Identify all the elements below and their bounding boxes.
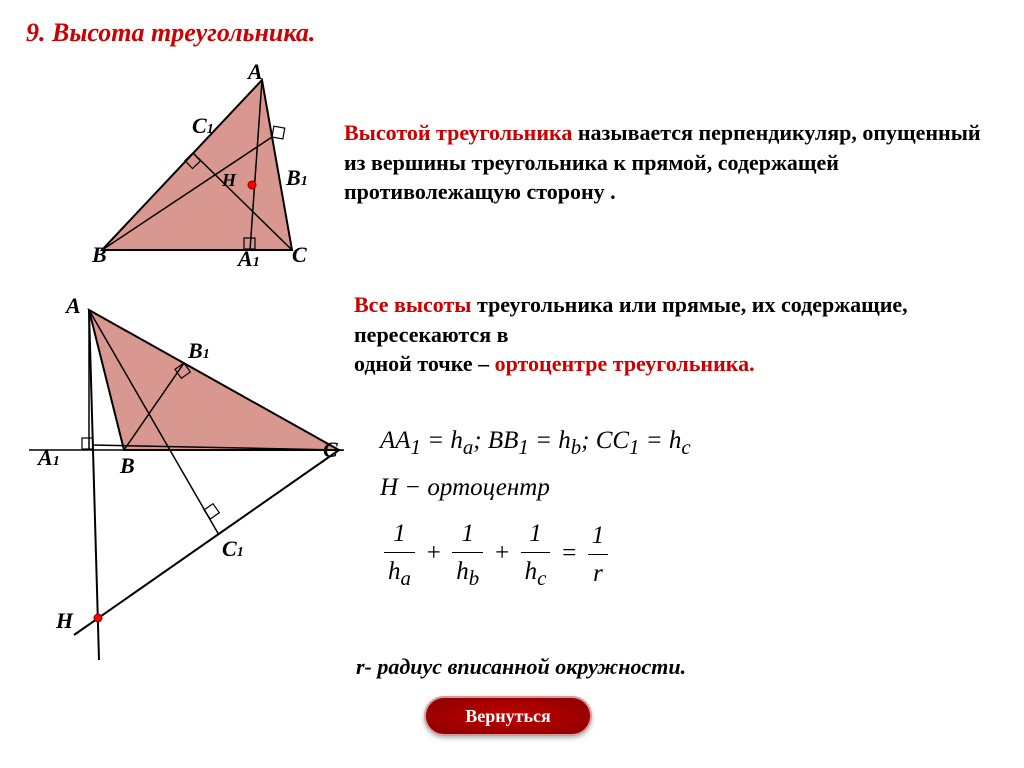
definition-text: Высотой треугольника называется перпенди… — [344, 118, 1004, 207]
label-b1: B1 — [286, 165, 308, 191]
label-a1: A1 — [238, 246, 260, 272]
label-c1: C1 — [192, 113, 214, 139]
formula-block: AA1 = ha; BB1 = hb; CC1 = hc H − ортоцен… — [380, 422, 691, 600]
theorem-lead: Все высоты — [354, 292, 472, 317]
label2-a1: A1 — [38, 445, 60, 471]
orthocenter-dot-2 — [94, 614, 102, 622]
label2-c: C — [323, 437, 338, 463]
definition-term: Высотой треугольника — [344, 120, 572, 145]
label2-h: H — [56, 608, 73, 634]
label2-c1: C1 — [222, 536, 244, 562]
label2-b: B — [120, 453, 135, 479]
formula-line-3: 1ha + 1hb + 1hc = 1r — [380, 515, 691, 595]
label2-b1: B1 — [188, 338, 210, 364]
label2-a: A — [66, 293, 81, 319]
label-h1: H — [222, 170, 236, 191]
back-button[interactable]: Вернуться — [424, 696, 592, 736]
theorem-tail-pre: одной точке – — [354, 351, 495, 376]
formula-line-2: H − ортоцентр — [380, 469, 691, 507]
orthocenter-dot — [248, 181, 256, 189]
back-button-label: Вернуться — [465, 706, 550, 727]
triangle-2 — [89, 310, 339, 450]
radius-note: r- радиус вписанной окружности. — [356, 654, 686, 680]
theorem-text: Все высоты треугольника или прямые, их с… — [354, 290, 1012, 379]
label-a: A — [248, 59, 263, 85]
theorem-tail-em: ортоцентре треугольника. — [495, 351, 755, 376]
label-c: C — [292, 242, 307, 268]
title-text: 9. Высота треугольника. — [26, 18, 315, 47]
label-b: B — [92, 242, 107, 268]
page-title: 9. Высота треугольника. — [26, 18, 315, 48]
formula-line-1: AA1 = ha; BB1 = hb; CC1 = hc — [380, 422, 691, 463]
